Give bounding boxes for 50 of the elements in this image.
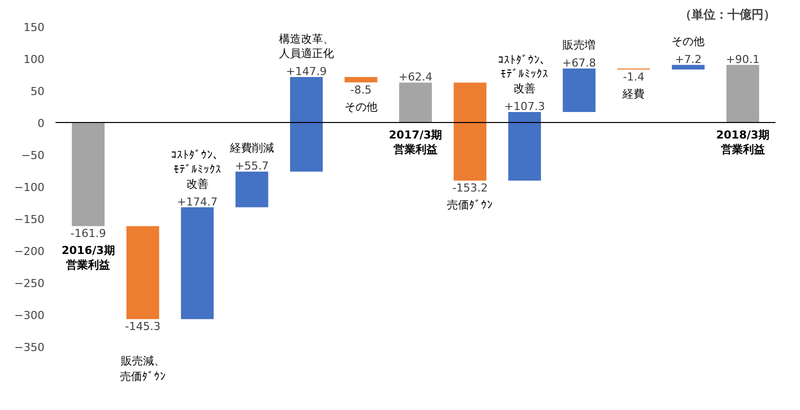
x-tick-label: 2018/3期営業利益 (716, 128, 770, 156)
bar (126, 226, 160, 320)
data-label: -153.2 (452, 182, 488, 195)
x-tick-label: 経費削減 (228, 142, 274, 155)
y-tick-label: 0 (38, 117, 44, 130)
x-tick-label: ｺｽﾄﾀﾞｳﾝ、ﾓﾃﾞﾙﾐｯｸｽ改善 (170, 148, 224, 190)
y-tick-label: −350 (14, 341, 45, 354)
bar (290, 76, 323, 172)
x-tick-label: その他 (672, 34, 705, 48)
x-tick-label: その他 (344, 100, 378, 114)
y-tick-label: −250 (14, 277, 45, 290)
y-tick-label: 100 (24, 53, 45, 66)
data-label: -8.5 (350, 83, 372, 96)
x-tick-label: 構造改革、人員適正化 (278, 32, 334, 60)
x-tick-label: 2016/3期営業利益 (62, 244, 115, 272)
data-label: +90.1 (726, 52, 760, 66)
bar (344, 76, 378, 82)
data-label: +55.7 (235, 160, 269, 173)
y-tick-label: 50 (30, 85, 45, 98)
bar (399, 82, 432, 122)
data-label: +107.3 (504, 100, 545, 113)
data-label: -1.4 (622, 70, 644, 84)
x-tick-label: 売価ﾀﾞｳﾝ (447, 198, 494, 212)
bar (726, 64, 760, 122)
y-tick-label: −300 (14, 309, 45, 322)
y-tick-label: −50 (21, 149, 45, 162)
y-tick-label: −100 (14, 181, 45, 194)
bar (236, 172, 268, 208)
x-tick-label: ｺｽﾄﾀﾞｳﾝ、ﾓﾃﾞﾙﾐｯｸｽ改善 (498, 53, 552, 95)
bar (672, 64, 705, 70)
bar (180, 207, 214, 320)
data-label: -145.3 (125, 320, 161, 334)
x-tick-label: 経費 (622, 87, 645, 100)
data-label: -161.9 (70, 227, 106, 240)
text: （単位：十億円） (680, 8, 776, 22)
data-label: +67.8 (562, 56, 596, 70)
x-tick-label: 販売増 (562, 38, 596, 52)
x-tick-label: 2017/3期営業利益 (388, 128, 442, 156)
bar (508, 112, 541, 181)
bar (72, 122, 105, 226)
y-tick-label: −150 (14, 213, 45, 226)
bar (562, 68, 596, 112)
data-label: +147.9 (286, 64, 327, 78)
x-tick-label: 販売減、売価ﾀﾞｳﾝ (120, 354, 166, 384)
y-tick-label: 150 (24, 21, 45, 34)
data-label: +62.4 (398, 70, 432, 84)
data-label: +174.7 (176, 195, 218, 208)
data-label: +7.2 (674, 52, 702, 66)
bar (454, 82, 486, 181)
y-tick-label: −200 (14, 245, 45, 258)
